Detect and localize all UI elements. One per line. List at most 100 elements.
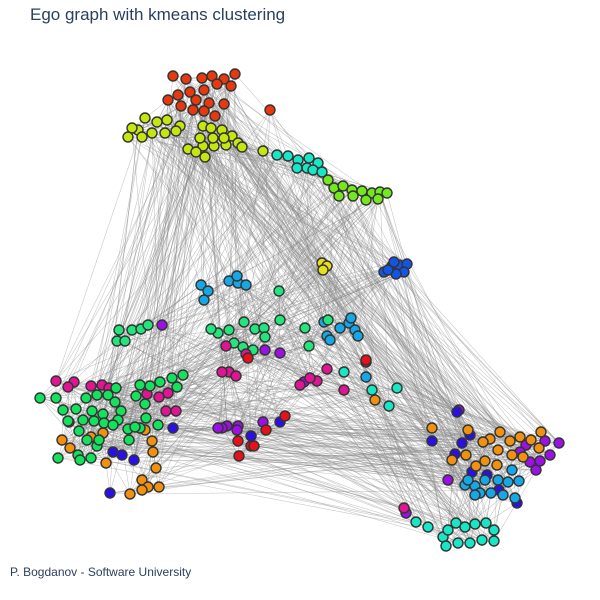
graph-node[interactable] — [422, 521, 434, 533]
graph-node[interactable] — [398, 502, 410, 514]
graph-node[interactable] — [159, 127, 171, 139]
graph-node[interactable] — [233, 450, 245, 462]
graph-node[interactable] — [476, 534, 488, 546]
graph-node[interactable] — [231, 424, 243, 436]
graph-node[interactable] — [464, 537, 476, 549]
graph-node[interactable] — [338, 366, 350, 378]
graph-node[interactable] — [205, 122, 217, 134]
graph-node[interactable] — [93, 434, 105, 446]
graph-node[interactable] — [57, 404, 69, 416]
graph-node[interactable] — [198, 105, 210, 117]
graph-node[interactable] — [104, 487, 116, 499]
graph-node[interactable] — [513, 475, 525, 487]
graph-node[interactable] — [553, 437, 565, 449]
graph-node[interactable] — [177, 369, 189, 381]
graph-node[interactable] — [218, 98, 230, 110]
graph-node[interactable] — [199, 151, 211, 163]
graph-node[interactable] — [85, 452, 97, 464]
graph-node[interactable] — [151, 116, 163, 128]
graph-node[interactable] — [77, 414, 89, 426]
graph-node[interactable] — [509, 492, 521, 504]
graph-node[interactable] — [257, 145, 269, 157]
graph-node[interactable] — [260, 424, 272, 436]
graph-node[interactable] — [426, 435, 438, 447]
graph-node[interactable] — [170, 405, 182, 417]
graph-node[interactable] — [544, 449, 556, 461]
graph-node[interactable] — [171, 381, 183, 393]
graph-node[interactable] — [242, 352, 254, 364]
graph-node[interactable] — [119, 335, 131, 347]
graph-node[interactable] — [485, 487, 497, 499]
graph-node[interactable] — [62, 415, 74, 427]
graph-node[interactable] — [440, 540, 452, 552]
graph-node[interactable] — [162, 387, 174, 399]
graph-node[interactable] — [452, 537, 464, 549]
graph-node[interactable] — [321, 363, 333, 375]
graph-node[interactable] — [391, 382, 403, 394]
graph-node[interactable] — [206, 70, 218, 82]
graph-node[interactable] — [381, 187, 393, 199]
graph-node[interactable] — [274, 347, 286, 359]
graph-node[interactable] — [195, 279, 207, 291]
graph-node[interactable] — [534, 455, 546, 467]
graph-node[interactable] — [360, 354, 372, 366]
graph-node[interactable] — [124, 488, 136, 500]
graph-node[interactable] — [322, 314, 334, 326]
graph-node[interactable] — [166, 372, 178, 384]
graph-node[interactable] — [494, 426, 506, 438]
graph-node[interactable] — [216, 366, 228, 378]
graph-node[interactable] — [86, 405, 98, 417]
graph-node[interactable] — [140, 412, 152, 424]
graph-node[interactable] — [205, 323, 217, 335]
graph-node[interactable] — [504, 435, 516, 447]
graph-node[interactable] — [366, 384, 378, 396]
graph-node[interactable] — [180, 73, 192, 85]
graph-node[interactable] — [240, 279, 252, 291]
graph-node[interactable] — [98, 417, 110, 429]
graph-node[interactable] — [116, 449, 128, 461]
graph-node[interactable] — [50, 392, 62, 404]
graph-node[interactable] — [426, 422, 438, 434]
graph-node[interactable] — [100, 457, 112, 469]
graph-node[interactable] — [220, 340, 232, 352]
graph-node[interactable] — [492, 444, 504, 456]
graph-node[interactable] — [102, 389, 114, 401]
graph-node[interactable] — [294, 379, 306, 391]
graph-node[interactable] — [316, 166, 328, 178]
graph-node[interactable] — [514, 431, 526, 443]
graph-node[interactable] — [136, 131, 148, 143]
graph-node[interactable] — [442, 524, 454, 536]
graph-node[interactable] — [383, 400, 395, 412]
graph-node[interactable] — [333, 190, 345, 202]
graph-node[interactable] — [502, 476, 514, 488]
graph-node[interactable] — [533, 442, 545, 454]
graph-node[interactable] — [322, 174, 334, 186]
graph-node[interactable] — [56, 434, 68, 446]
graph-node[interactable] — [196, 72, 208, 84]
graph-node[interactable] — [136, 484, 148, 496]
graph-node[interactable] — [352, 330, 364, 342]
graph-node[interactable] — [187, 104, 199, 116]
graph-node[interactable] — [369, 394, 381, 406]
graph-node[interactable] — [245, 430, 257, 442]
graph-node[interactable] — [62, 381, 74, 393]
graph-node[interactable] — [74, 454, 86, 466]
graph-node[interactable] — [462, 424, 474, 436]
graph-node[interactable] — [345, 312, 357, 324]
graph-node[interactable] — [410, 516, 422, 528]
graph-node[interactable] — [190, 146, 202, 158]
graph-node[interactable] — [506, 449, 518, 461]
graph-node[interactable] — [134, 379, 146, 391]
graph-node[interactable] — [479, 455, 491, 467]
graph-node[interactable] — [156, 319, 168, 331]
graph-node[interactable] — [80, 392, 92, 404]
graph-node[interactable] — [167, 422, 179, 434]
graph-node[interactable] — [271, 149, 283, 161]
graph-node[interactable] — [324, 334, 336, 346]
graph-node[interactable] — [123, 434, 135, 446]
graph-node[interactable] — [232, 435, 244, 447]
graph-node[interactable] — [460, 449, 472, 461]
graph-node[interactable] — [264, 104, 276, 116]
graph-node[interactable] — [469, 518, 481, 530]
graph-node[interactable] — [203, 97, 215, 109]
